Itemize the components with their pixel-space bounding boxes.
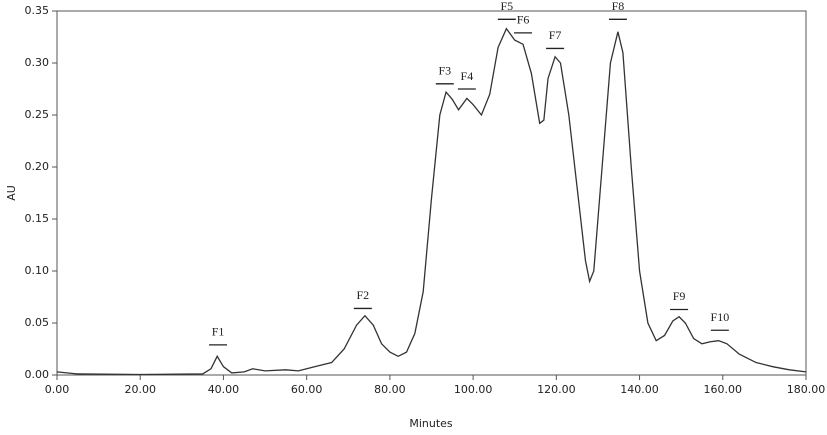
x-tick-label: 80.00 [374,383,406,396]
x-tick-label: 40.00 [208,383,240,396]
fraction-label: F5 [500,0,513,13]
x-tick-label: 120.00 [537,383,576,396]
x-axis-title: Minutes [409,417,453,430]
y-tick-label: 0.30 [25,56,50,69]
x-tick-label: 180.00 [787,383,826,396]
y-tick-label: 0.00 [25,368,50,381]
fraction-label: F10 [711,310,730,324]
x-tick-label: 20.00 [124,383,156,396]
fraction-label: F1 [212,325,225,339]
trace [56,27,807,376]
y-tick-label: 0.20 [25,160,50,173]
x-tick-label: 100.00 [454,383,493,396]
plot-frame [56,10,807,376]
fraction-label: F8 [612,0,625,13]
fraction-label: F7 [549,28,562,42]
y-tick-label: 0.10 [25,264,50,277]
y-tick-label: 0.15 [25,212,50,225]
x-tick-label: 160.00 [704,383,743,396]
fraction-label: F4 [461,69,474,83]
fraction-label: F3 [438,64,451,78]
fraction-label: F6 [517,13,530,27]
x-tick-label: 140.00 [620,383,659,396]
x-tick-label: 60.00 [291,383,323,396]
x-tick-label: 0.00 [45,383,70,396]
fraction-label: F9 [673,289,686,303]
y-axis-title: AU [5,185,18,201]
y-tick-label: 0.05 [25,316,50,329]
fraction-label: F2 [356,288,369,302]
y-tick-label: 0.25 [25,108,50,121]
y-tick-label: 0.35 [25,4,50,17]
